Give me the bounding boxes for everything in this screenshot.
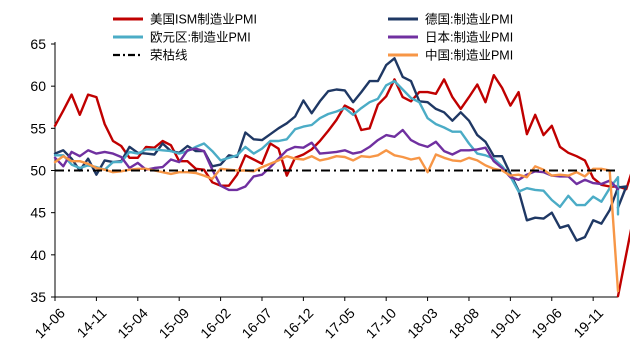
legend-item: 日本:制造业PMI xyxy=(388,31,513,45)
x-tick-label: 16-07 xyxy=(238,305,275,342)
x-tick-label: 18-03 xyxy=(404,305,441,342)
legend-item: 中国:制造业PMI xyxy=(388,48,513,63)
legend-label: 荣枯线 xyxy=(150,48,188,63)
x-tick-label: 16-12 xyxy=(280,305,317,342)
x-tick-label-group: 14-06 xyxy=(31,305,68,342)
x-tick-label-group: 16-02 xyxy=(197,305,234,342)
x-tick-label-group: 18-08 xyxy=(445,305,482,342)
y-tick-label: 35 xyxy=(30,289,46,305)
y-tick-label: 40 xyxy=(30,247,46,263)
series-0-line xyxy=(53,74,630,298)
x-tick-label-group: 15-04 xyxy=(114,305,151,342)
x-tick-label-group: 14-11 xyxy=(74,305,110,341)
legend-item: 荣枯线 xyxy=(113,48,188,63)
x-tick-label-group: 19-06 xyxy=(528,305,565,342)
x-tick-label-group: 17-10 xyxy=(363,305,400,342)
series-layer xyxy=(53,57,630,298)
x-tick-label: 14-06 xyxy=(31,305,68,342)
x-tick-label: 17-10 xyxy=(363,305,400,342)
x-tick-label: 18-08 xyxy=(445,305,482,342)
y-tick-label: 50 xyxy=(30,163,46,179)
legend-item: 美国ISM制造业PMI xyxy=(113,13,257,27)
series-1-line xyxy=(53,57,628,242)
x-tick-label-group: 17-05 xyxy=(321,305,358,342)
x-tick-label-group: 19-01 xyxy=(487,305,524,342)
legend-item: 德国:制造业PMI xyxy=(388,12,513,27)
x-tick-label-group: 15-09 xyxy=(156,305,193,342)
x-tick-label-group: 16-07 xyxy=(238,305,275,342)
legend-label: 美国ISM制造业PMI xyxy=(150,13,257,27)
x-tick-label: 19-06 xyxy=(528,305,565,342)
legend-label: 欧元区:制造业PMI xyxy=(150,31,251,45)
x-tick-label-group: 19-11 xyxy=(570,305,606,341)
x-tick-label-group: 18-03 xyxy=(404,305,441,342)
legend-item: 欧元区:制造业PMI xyxy=(113,31,251,45)
x-tick-label: 15-09 xyxy=(156,305,193,342)
legend-label: 日本:制造业PMI xyxy=(425,31,513,45)
y-tick-label: 60 xyxy=(30,78,46,94)
x-tick-label: 15-04 xyxy=(114,305,151,342)
x-tick-label: 17-05 xyxy=(321,305,358,342)
y-tick-label: 65 xyxy=(30,36,46,52)
x-tick-label-group: 16-12 xyxy=(280,305,317,342)
legend-label: 中国:制造业PMI xyxy=(425,48,513,63)
y-tick-label: 55 xyxy=(30,120,46,136)
legend: 美国ISM制造业PMI 德国:制造业PMI 欧元区:制造业PMI 日本:制造业PMI 荣… xyxy=(113,12,513,63)
x-tick-label: 19-11 xyxy=(570,305,606,341)
y-tick-label: 45 xyxy=(30,205,46,221)
series-3-line xyxy=(53,128,620,192)
series-2-line xyxy=(53,79,620,216)
x-tick-label: 19-01 xyxy=(487,305,524,342)
series-4-line xyxy=(53,149,620,293)
x-tick-label: 16-02 xyxy=(197,305,234,342)
x-tick-label: 14-11 xyxy=(74,305,110,341)
legend-label: 德国:制造业PMI xyxy=(425,12,513,27)
